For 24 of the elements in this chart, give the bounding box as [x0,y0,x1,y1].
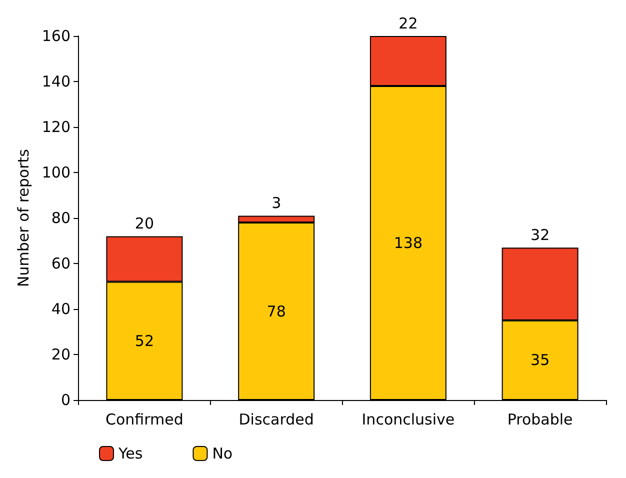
x-tick-label: Inconclusive [362,410,455,428]
y-tick-label: 60 [51,254,71,272]
data-label: 52 [134,332,154,350]
legend-label: No [212,444,233,462]
y-axis-title: Number of reports [14,148,32,287]
y-tick-label: 120 [42,118,71,136]
data-label: 20 [134,214,154,233]
data-label: 3 [272,194,282,212]
y-tick-label: 0 [60,391,71,409]
y-tick-label: 80 [51,209,71,227]
x-tick-label: Probable [507,410,573,428]
y-tick-label: 20 [51,346,71,364]
data-label: 78 [266,302,286,320]
data-label: 35 [530,351,550,370]
x-tick-label: Confirmed [106,410,184,428]
data-label: 138 [394,234,423,252]
y-tick-label: 160 [42,27,71,45]
data-label: 22 [398,14,418,32]
x-tick-label: Discarded [238,410,314,428]
y-tick-label: 40 [51,300,71,318]
data-label: 32 [530,226,550,244]
y-tick-label: 140 [42,72,71,90]
legend-label: Yes [118,444,143,462]
y-tick-label: 100 [42,164,71,182]
